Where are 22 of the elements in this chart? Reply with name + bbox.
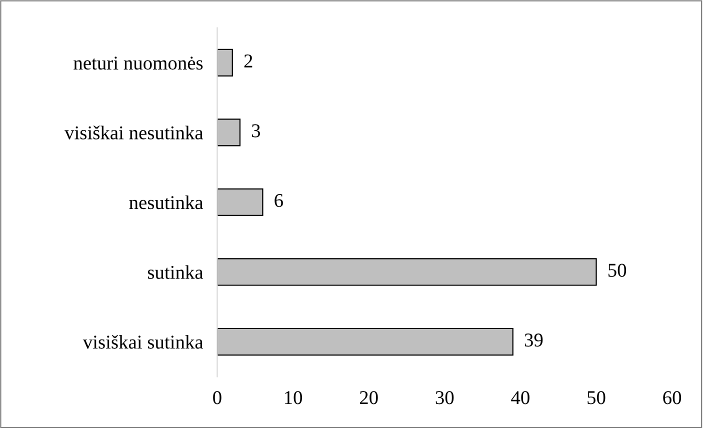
- bar: [217, 328, 514, 356]
- data-label: 3: [252, 124, 260, 138]
- data-label: 50: [608, 264, 626, 277]
- x-tick-label: 50: [588, 391, 606, 404]
- x-tick-label: 30: [436, 391, 454, 404]
- data-label: 2: [244, 54, 252, 68]
- y-tick-label: neturi nuomonės: [74, 56, 203, 70]
- y-tick-label: visiškai sutinka: [82, 334, 204, 349]
- data-label: 6: [274, 194, 283, 208]
- bar: [217, 258, 597, 286]
- x-tick-label: 0: [213, 391, 222, 404]
- x-tick-label: 60: [663, 391, 682, 404]
- data-label: 39: [524, 334, 543, 347]
- bar: [217, 118, 241, 146]
- x-tick-label: 40: [511, 391, 530, 404]
- x-tick-label: 20: [360, 391, 378, 404]
- y-tick-label: visiškai nesutinka: [64, 126, 204, 140]
- y-tick-label: nesutinka: [129, 195, 204, 210]
- bar: [217, 188, 264, 216]
- y-tick-label: sutinka: [148, 265, 204, 279]
- x-tick-label: 10: [285, 391, 302, 404]
- bar: [217, 48, 233, 77]
